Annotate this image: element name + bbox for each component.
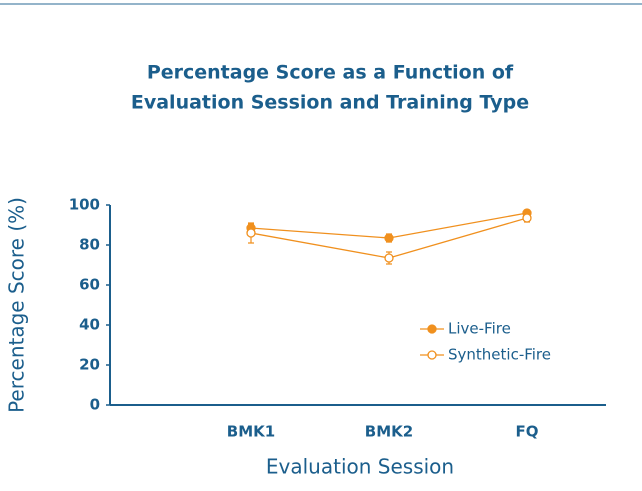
x-tick-label: BMK1 bbox=[227, 423, 275, 441]
y-tick-label: 60 bbox=[79, 276, 100, 294]
y-tick-label: 100 bbox=[69, 196, 100, 214]
marker bbox=[522, 213, 532, 223]
y-tick-label: 20 bbox=[79, 356, 100, 374]
x-tick-label: BMK2 bbox=[365, 423, 413, 441]
chart-title: Evaluation Session and Training Type bbox=[131, 92, 529, 114]
y-tick-label: 40 bbox=[79, 316, 100, 334]
chart-title: Percentage Score as a Function of bbox=[147, 62, 514, 84]
marker bbox=[384, 233, 394, 243]
legend-label: Synthetic-Fire bbox=[448, 346, 551, 364]
y-tick-label: 80 bbox=[79, 236, 100, 254]
marker bbox=[246, 228, 256, 238]
legend-label: Live-Fire bbox=[448, 320, 511, 338]
x-axis-label: Evaluation Session bbox=[266, 455, 454, 479]
legend-marker bbox=[427, 350, 437, 360]
x-tick-label: FQ bbox=[516, 423, 539, 441]
marker bbox=[384, 253, 394, 263]
y-axis-label: Percentage Score (%) bbox=[5, 197, 29, 413]
legend-marker bbox=[427, 324, 437, 334]
y-tick-label: 0 bbox=[90, 396, 100, 414]
